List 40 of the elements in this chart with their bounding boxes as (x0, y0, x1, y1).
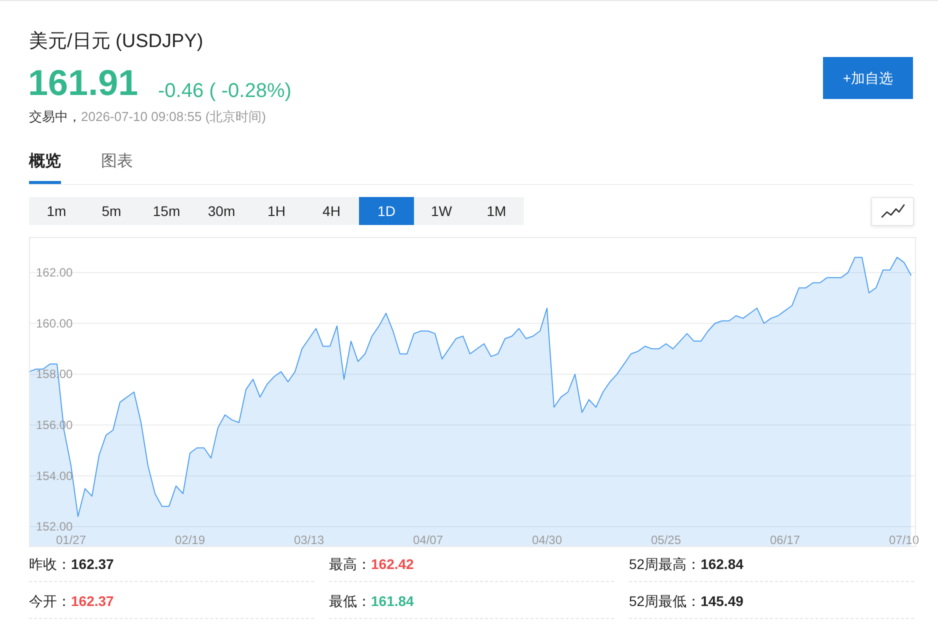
x-tick-label: 03/13 (294, 533, 324, 547)
period-button-active: 1D (359, 197, 414, 225)
price-change: -0.46 ( -0.28%) (158, 79, 292, 103)
y-tick-label: 160.00 (36, 316, 73, 330)
last-price: 161.91 (28, 63, 138, 103)
x-tick-label: 05/25 (650, 533, 682, 547)
stat-label: 最高： (329, 556, 371, 572)
period-button: 4H (304, 197, 359, 225)
x-tick-label: 04/30 (532, 533, 562, 547)
tab-label: 图表 (101, 152, 133, 172)
stat-value: 162.37 (71, 593, 114, 609)
stat-value: 162.37 (71, 556, 114, 572)
period-button: 30m (194, 197, 249, 225)
trading-status: 交易中， (29, 109, 81, 124)
x-tick-label: 07/10 (888, 533, 920, 547)
title: 美元/日元 (USDJPY) (29, 30, 204, 54)
x-tick-label: 04/07 (412, 533, 444, 547)
stat-label: 最低： (329, 593, 371, 609)
stat-value: 161.84 (371, 593, 414, 609)
tab-label-active: 概览 (29, 152, 61, 172)
y-tick-label: 152.00 (36, 520, 73, 534)
stat-value: 145.49 (700, 593, 744, 609)
period-button: 1W (414, 197, 469, 225)
x-tick-label: 01/27 (56, 533, 86, 547)
add-watchlist-button: +加自选 (823, 57, 913, 99)
stat-label: 昨收： (29, 556, 71, 572)
stat-label: 今开： (29, 593, 71, 609)
y-tick-label: 162.00 (36, 266, 73, 280)
x-tick-label: 02/19 (174, 533, 206, 547)
period-button: 5m (84, 197, 139, 225)
stat-label: 52周最低： (629, 593, 701, 609)
period-button: 1H (249, 197, 304, 225)
x-tick-label: 06/17 (770, 533, 800, 547)
quote-time: 2026-07-10 09:08:55 (北京时间) (81, 109, 266, 124)
stat-value: 162.84 (700, 556, 744, 572)
stat-value: 162.42 (371, 556, 414, 572)
period-button: 1m (29, 197, 84, 225)
period-button: 1M (469, 197, 524, 225)
period-button: 15m (139, 197, 194, 225)
stat-label: 52周最高： (629, 556, 701, 572)
